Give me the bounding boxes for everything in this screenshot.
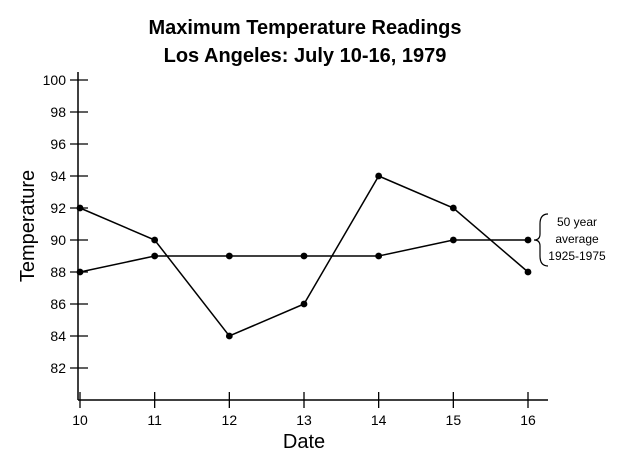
x-tick-label: 13	[296, 412, 312, 428]
chart-subtitle: Los Angeles: July 10-16, 1979	[164, 45, 447, 67]
x-tick-label: 14	[371, 412, 387, 428]
y-tick-label: 90	[50, 232, 66, 248]
y-axis-title: Temperature	[17, 170, 39, 282]
x-tick-label: 16	[520, 412, 536, 428]
series-1979-point	[375, 172, 383, 180]
annotation-line-3: 1925-1975	[548, 249, 606, 263]
y-tick-label: 100	[43, 72, 67, 88]
annotation-brace	[533, 213, 549, 267]
series-1979-point	[151, 236, 159, 244]
annotation-line-1: 50 year	[557, 215, 597, 229]
chart-title: Maximum Temperature Readings	[148, 17, 461, 39]
series-1979-point	[225, 332, 233, 340]
y-tick-label: 92	[50, 200, 66, 216]
y-tick-label: 94	[50, 168, 66, 184]
series-average-point	[76, 268, 84, 276]
x-tick-label: 15	[446, 412, 462, 428]
y-tick-label: 96	[50, 136, 66, 152]
y-tick-label: 98	[50, 104, 66, 120]
series-1979-point	[524, 268, 532, 276]
annotation-line-2: average	[555, 232, 599, 246]
average-annotation: 50 year average 1925-1975	[533, 213, 606, 267]
x-tick-label: 10	[72, 412, 88, 428]
series-1979-point	[300, 300, 308, 308]
y-tick-label: 82	[50, 360, 66, 376]
series-average-point	[375, 252, 383, 260]
x-tick-label: 11	[147, 412, 162, 428]
y-tick-label: 88	[50, 264, 66, 280]
series-average-point	[225, 252, 233, 260]
x-axis-title: Date	[283, 431, 325, 453]
series-1979-point	[76, 204, 84, 212]
series-average-point	[300, 252, 308, 260]
series-average-point	[449, 236, 457, 244]
y-tick-label: 84	[50, 328, 66, 344]
series-average-point	[524, 236, 532, 244]
y-tick-label: 86	[50, 296, 66, 312]
series-1979-point	[449, 204, 457, 212]
x-tick-label: 12	[222, 412, 238, 428]
series-average-point	[151, 252, 159, 260]
